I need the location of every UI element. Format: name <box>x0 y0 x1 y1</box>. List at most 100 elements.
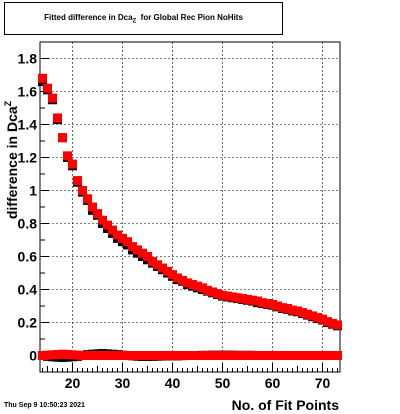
data-point <box>303 309 312 319</box>
data-point <box>43 83 52 93</box>
y-tick-label: 0 <box>29 348 37 364</box>
grid-lines <box>40 42 340 372</box>
data-point <box>333 351 342 360</box>
data-point <box>133 245 142 255</box>
data-point <box>138 248 147 258</box>
data-point <box>118 351 127 360</box>
data-point <box>218 290 227 300</box>
data-point <box>198 283 207 293</box>
x-tick-label: 40 <box>165 375 181 391</box>
data-point <box>243 294 252 304</box>
data-point <box>143 351 152 360</box>
data-point <box>243 351 252 360</box>
data-point <box>328 318 337 328</box>
data-point <box>228 292 237 302</box>
data-point <box>193 281 202 291</box>
data-point <box>93 351 102 360</box>
data-point <box>148 351 157 360</box>
data-point <box>323 351 332 360</box>
data-point <box>308 311 317 321</box>
x-axis-title: No. of Fit Points <box>232 397 340 413</box>
data-point <box>78 351 87 360</box>
data-point <box>133 351 142 360</box>
data-point <box>98 351 107 360</box>
data-point <box>198 351 207 360</box>
data-point <box>318 314 327 324</box>
data-point <box>173 273 182 283</box>
data-point <box>328 351 337 360</box>
data-point <box>223 291 232 301</box>
data-point <box>283 351 292 360</box>
data-point <box>108 225 117 235</box>
data-point <box>63 350 72 360</box>
data-point <box>263 299 272 309</box>
x-tick-label: 60 <box>265 375 281 391</box>
data-point <box>248 295 257 305</box>
y-tick-label: 1.8 <box>18 51 38 67</box>
data-point <box>163 351 172 360</box>
data-point <box>278 351 287 360</box>
data-point <box>38 73 47 83</box>
data-point <box>308 351 317 360</box>
y-tick-label: 1.2 <box>18 150 38 166</box>
data-point <box>63 151 72 161</box>
data-point <box>88 351 97 360</box>
data-point <box>218 351 227 360</box>
data-point <box>298 308 307 318</box>
data-point <box>73 350 82 360</box>
data-point <box>223 351 232 360</box>
data-point <box>213 351 222 360</box>
x-tick-label: 30 <box>115 375 131 391</box>
data-point <box>333 320 342 330</box>
y-tick-label: 0.8 <box>18 216 38 232</box>
y-tick-label: 0.4 <box>18 282 38 298</box>
data-point <box>68 350 77 360</box>
data-point <box>153 260 162 270</box>
x-tick-label: 70 <box>315 375 331 391</box>
data-point <box>178 275 187 285</box>
data-point <box>88 202 97 212</box>
data-point <box>233 351 242 360</box>
data-point <box>238 351 247 360</box>
data-point <box>268 351 277 360</box>
data-point <box>168 351 177 360</box>
data-point <box>193 351 202 360</box>
data-point <box>188 280 197 290</box>
data-point <box>168 270 177 280</box>
data-markers <box>38 73 342 362</box>
x-tick-label: 20 <box>65 375 81 391</box>
data-point <box>83 351 92 360</box>
data-point <box>303 351 312 360</box>
data-point <box>283 303 292 313</box>
data-point <box>288 351 297 360</box>
data-point <box>273 351 282 360</box>
data-point <box>228 351 237 360</box>
data-point <box>58 349 67 359</box>
data-point <box>103 220 112 230</box>
x-tick-label: 50 <box>215 375 231 391</box>
chart-title-box: Fitted difference in DcaZ for Global Rec… <box>4 2 283 35</box>
data-point <box>158 263 167 273</box>
data-point <box>58 133 67 143</box>
data-point <box>183 351 192 360</box>
data-point <box>268 299 277 309</box>
data-point <box>273 301 282 311</box>
data-point <box>203 351 212 360</box>
data-point <box>153 351 162 360</box>
data-point <box>43 350 52 360</box>
data-point <box>293 306 302 316</box>
data-point <box>148 256 157 266</box>
data-point <box>48 350 57 360</box>
data-point <box>263 351 272 360</box>
data-point <box>83 194 92 204</box>
data-point <box>203 285 212 295</box>
data-point <box>288 305 297 315</box>
data-point <box>188 351 197 360</box>
data-point <box>138 351 147 360</box>
data-point <box>123 237 132 247</box>
data-point <box>93 209 102 219</box>
data-point <box>313 313 322 323</box>
data-point <box>158 351 167 360</box>
y-tick-label: 0.2 <box>18 315 38 331</box>
data-point <box>253 351 262 360</box>
